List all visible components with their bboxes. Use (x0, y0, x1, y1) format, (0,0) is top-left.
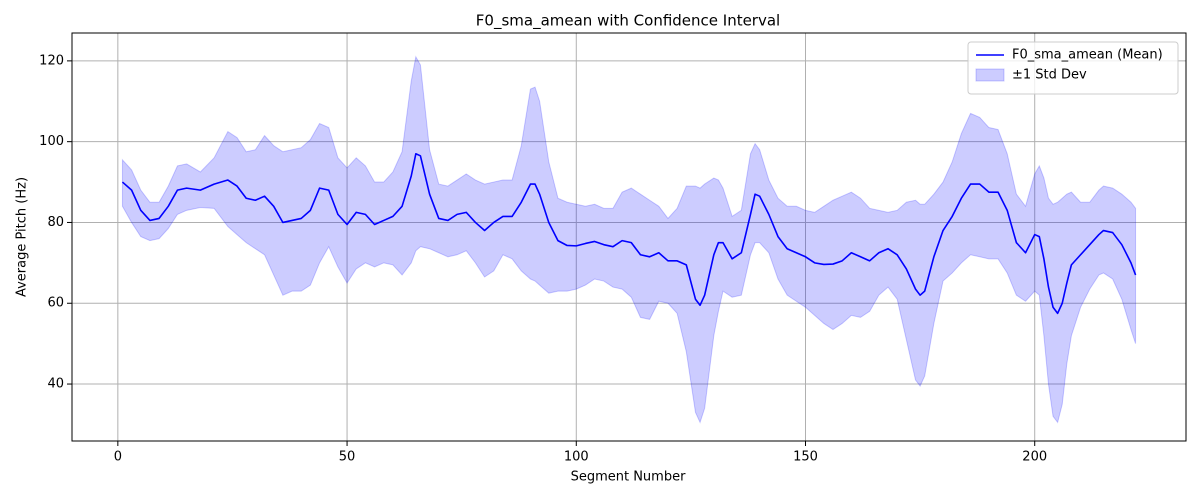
y-tick-label: 40 (47, 377, 64, 392)
x-axis-label: Segment Number (571, 470, 687, 485)
y-tick-label: 60 (47, 296, 64, 311)
legend-label: ±1 Std Dev (1012, 68, 1087, 83)
chart-title: F0_sma_amean with Confidence Interval (476, 12, 780, 31)
y-tick-label: 100 (39, 134, 64, 149)
legend-label: F0_sma_amean (Mean) (1012, 48, 1163, 63)
x-tick-label: 50 (339, 450, 356, 465)
x-tick-label: 200 (1022, 450, 1047, 465)
x-tick-label: 150 (793, 450, 818, 465)
y-tick-label: 120 (39, 53, 64, 68)
x-tick-label: 100 (564, 450, 589, 465)
plot-frame (71, 32, 1187, 442)
y-axis-label: Average Pitch (Hz) (15, 177, 30, 297)
mean-line (121, 152, 1137, 315)
x-tick-label: 0 (114, 450, 122, 465)
legend-patch (975, 68, 1005, 82)
std-dev-band (121, 55, 1137, 424)
legend: F0_sma_amean (Mean) ±1 Std Dev (967, 41, 1179, 95)
y-tick-label: 80 (47, 215, 64, 230)
legend-box (967, 41, 1179, 95)
